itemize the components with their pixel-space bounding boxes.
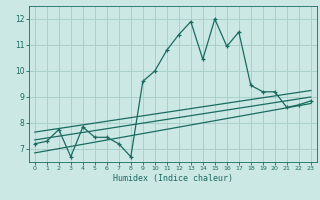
X-axis label: Humidex (Indice chaleur): Humidex (Indice chaleur) bbox=[113, 174, 233, 183]
